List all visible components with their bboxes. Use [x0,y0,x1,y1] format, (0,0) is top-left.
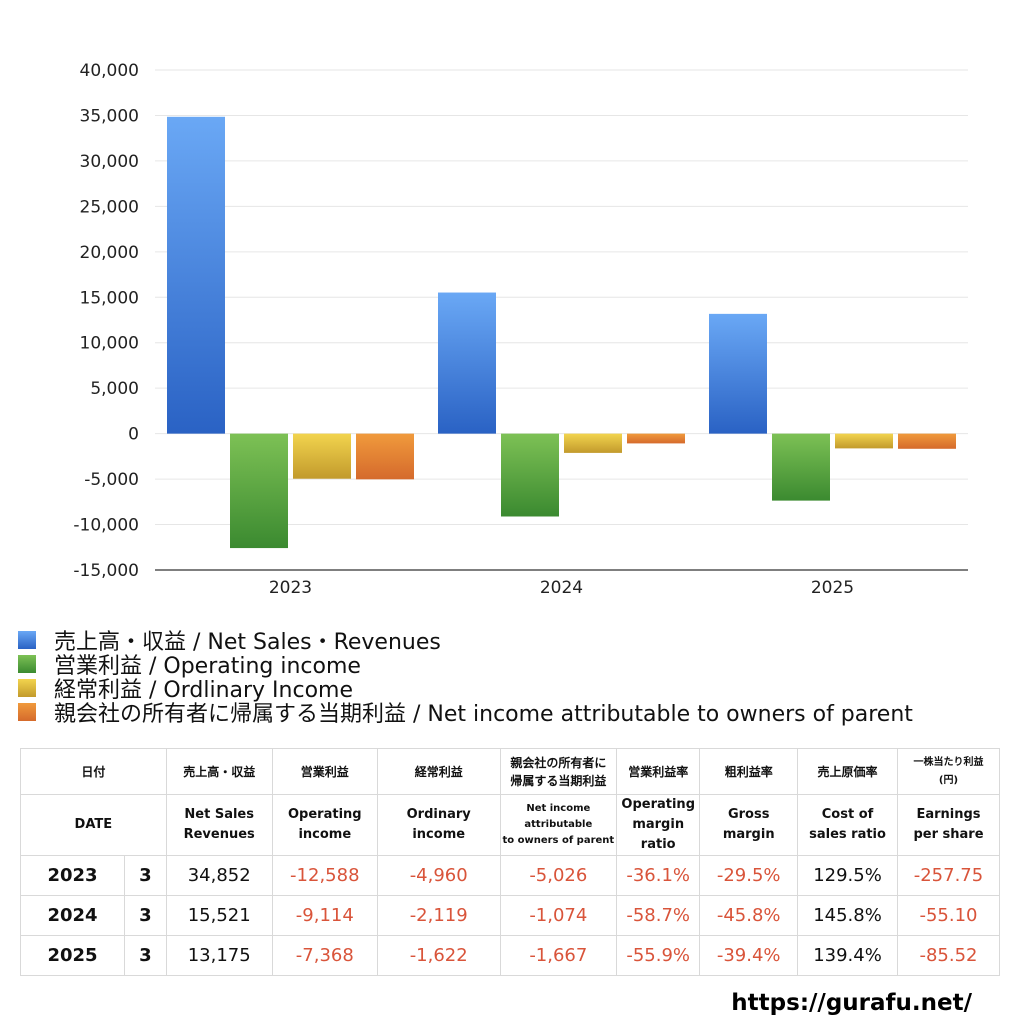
cell-gross-margin: -45.8% [699,895,799,936]
legend-swatch-ordinary-income [18,679,36,697]
financial-table: 日付 売上高・収益 営業利益 経常利益 親会社の所有者に 帰属する当期利益 営業… [19,748,1001,976]
y-tick-label: 5,000 [90,379,139,399]
cell-ordinary-income: -4,960 [376,855,501,896]
table-row: 2023 3 34,852 -12,588 -4,960 -5,026 -36.… [19,855,1001,896]
legend-swatch-net-sales [18,631,36,649]
legend-label-net-income: 親会社の所有者に帰属する当期利益 / Net income attributab… [54,702,913,727]
legend-swatch-operating-income [18,655,36,673]
bar [709,313,767,434]
bar [356,433,414,480]
bar [293,433,351,479]
y-tick-label: 15,000 [80,288,139,308]
header-net-income-jp: 親会社の所有者に 帰属する当期利益 [499,748,618,795]
y-tick-label: 40,000 [80,61,139,81]
bar [898,433,956,449]
cell-ordinary-income: -2,119 [376,895,501,936]
row-month: 3 [124,895,167,936]
table-header-jp: 日付 売上高・収益 営業利益 経常利益 親会社の所有者に 帰属する当期利益 営業… [20,748,1001,795]
cell-operating-income: -7,368 [271,935,378,976]
row-month: 3 [124,935,167,976]
cell-gross-margin: -39.4% [699,935,799,976]
header-gross-margin-jp: 粗利益率 [699,748,799,795]
cell-operating-margin: -55.9% [616,935,701,976]
bar [230,433,288,549]
cell-net-sales: 34,852 [165,855,273,896]
header-operating-margin-jp: 営業利益率 [616,748,701,795]
bar [564,433,622,453]
legend-swatch-net-income [18,703,36,721]
bar [167,116,225,434]
cell-gross-margin: -29.5% [699,855,799,896]
bar [835,433,893,449]
y-tick-label: -15,000 [73,561,139,581]
cell-cost-ratio: 129.5% [797,855,898,896]
cell-net-income: -5,026 [499,855,618,896]
legend-item-ordinary-income: 経常利益 / Ordlinary Income [18,676,913,703]
site-url: https://gurafu.net/ [731,990,972,1016]
cell-ordinary-income: -1,622 [376,935,501,976]
header-net-sales-en: Net Sales Revenues [165,794,273,856]
cell-operating-income: -9,114 [271,895,378,936]
y-tick-label: 10,000 [80,334,139,354]
x-tick-label: 2024 [540,578,583,598]
y-tick-label: 25,000 [80,197,139,217]
legend-label-ordinary-income: 経常利益 / Ordlinary Income [54,678,353,703]
bar [438,292,496,434]
chart-legend: 売上高・収益 / Net Sales・Revenues 営業利益 / Opera… [18,628,913,727]
cell-eps: -55.10 [896,895,1001,936]
y-tick-label: 30,000 [80,152,139,172]
y-tick-label: -5,000 [84,470,139,490]
legend-item-net-income: 親会社の所有者に帰属する当期利益 / Net income attributab… [18,700,913,727]
cell-cost-ratio: 139.4% [797,935,898,976]
header-net-sales-jp: 売上高・収益 [165,748,273,795]
x-tick-label: 2025 [811,578,854,598]
row-year: 2024 [19,895,126,936]
table-row: 2025 3 13,175 -7,368 -1,622 -1,667 -55.9… [19,935,1001,976]
x-tick-label: 2023 [269,578,312,598]
cell-net-income: -1,667 [499,935,618,976]
cell-operating-margin: -36.1% [616,855,701,896]
row-year: 2023 [19,855,126,896]
header-ordinary-income-en: Ordinary income [376,794,501,856]
legend-label-operating-income: 営業利益 / Operating income [54,654,361,679]
header-date-jp: 日付 [20,748,167,795]
cell-operating-income: -12,588 [271,855,378,896]
y-tick-label: 20,000 [80,243,139,263]
cell-cost-ratio: 145.8% [797,895,898,936]
header-operating-income-en: Operating income [271,794,378,856]
bar-chart: 40,000 35,000 30,000 25,000 20,000 15,000 10,0… [73,61,968,598]
legend-label-net-sales: 売上高・収益 / Net Sales・Revenues [54,630,441,655]
header-eps-en: Earnings per share [896,794,1001,856]
bar [627,433,685,444]
row-year: 2025 [19,935,126,976]
legend-item-net-sales: 売上高・収益 / Net Sales・Revenues [18,628,913,655]
legend-item-operating-income: 営業利益 / Operating income [18,652,913,679]
bar [772,433,830,501]
row-month: 3 [124,855,167,896]
header-cost-ratio-jp: 売上原価率 [797,748,898,795]
header-ordinary-income-jp: 経常利益 [376,748,501,795]
header-net-income-en: Net income attributable to owners of par… [499,794,618,856]
y-tick-label: 0 [128,425,139,445]
bar [501,433,559,517]
cell-eps: -85.52 [896,935,1001,976]
cell-operating-margin: -58.7% [616,895,701,936]
header-operating-income-jp: 営業利益 [271,748,378,795]
cell-net-sales: 13,175 [165,935,273,976]
header-date-en: DATE [20,794,167,856]
y-tick-label: 35,000 [80,106,139,126]
header-cost-ratio-en: Cost of sales ratio [797,794,898,856]
header-eps-jp: 一株当たり利益 (円) [896,748,1001,795]
cell-eps: -257.75 [896,855,1001,896]
cell-net-income: -1,074 [499,895,618,936]
header-gross-margin-en: Gross margin [699,794,799,856]
table-header-en: DATE Net Sales Revenues Operating income… [20,794,1001,856]
y-tick-label: -10,000 [73,516,139,536]
table-row: 2024 3 15,521 -9,114 -2,119 -1,074 -58.7… [19,895,1001,936]
header-operating-margin-en: Operating margin ratio [616,794,701,856]
cell-net-sales: 15,521 [165,895,273,936]
